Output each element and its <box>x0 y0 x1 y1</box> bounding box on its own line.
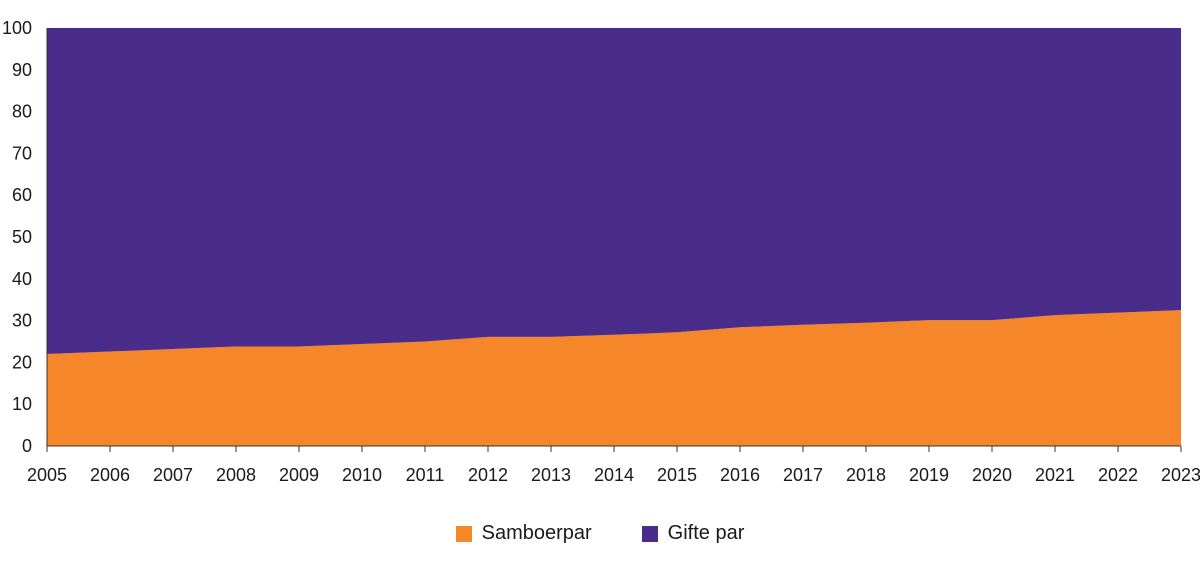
x-tick-label: 2006 <box>90 465 130 485</box>
y-tick-label: 100 <box>2 18 32 38</box>
y-axis-ticks: 0 10 20 30 40 50 60 70 80 90 100 <box>2 18 32 456</box>
legend-label-samboerpar: Samboerpar <box>481 522 592 544</box>
x-tick-label: 2014 <box>594 465 634 485</box>
x-tick-label: 2016 <box>720 465 760 485</box>
x-tick-label: 2019 <box>909 465 949 485</box>
legend-label-gifte-par: Gifte par <box>667 522 745 544</box>
legend-item-samboerpar: Samboerpar <box>455 522 592 545</box>
legend-item-gifte-par: Gifte par <box>641 522 745 545</box>
x-tick-label: 2010 <box>342 465 382 485</box>
x-tick-label: 2011 <box>406 465 445 485</box>
x-tick-label: 2005 <box>27 465 67 485</box>
x-tick-label: 2012 <box>468 465 508 485</box>
x-tick-label: 2009 <box>279 465 319 485</box>
x-tick-label: 2013 <box>531 465 571 485</box>
x-tick-label: 2008 <box>216 465 256 485</box>
x-tick-label: 2020 <box>972 465 1012 485</box>
y-tick-label: 70 <box>12 143 32 163</box>
y-tick-label: 40 <box>12 269 32 289</box>
legend: Samboerpar Gifte par <box>0 522 1200 545</box>
y-tick-label: 90 <box>12 60 32 80</box>
x-tick-label: 2022 <box>1098 465 1138 485</box>
legend-swatch-samboerpar <box>455 525 472 542</box>
x-tick-label: 2015 <box>657 465 697 485</box>
x-tick-label: 2018 <box>846 465 886 485</box>
y-tick-label: 0 <box>22 436 32 456</box>
x-tick-label: 2021 <box>1035 465 1075 485</box>
y-tick-label: 10 <box>12 394 32 414</box>
area-gifte-par <box>47 28 1181 355</box>
x-tick-label: 2017 <box>783 465 823 485</box>
area-samboerpar <box>47 310 1181 446</box>
y-tick-label: 20 <box>12 352 32 372</box>
y-tick-label: 30 <box>12 311 32 331</box>
x-axis-ticks: 2005 2006 2007 2008 2009 2010 2011 2012 2013 2014… <box>27 446 1200 485</box>
y-tick-label: 50 <box>12 227 32 247</box>
legend-swatch-gifte-par <box>641 525 658 542</box>
x-tick-label: 2023 <box>1161 465 1200 485</box>
y-tick-label: 60 <box>12 185 32 205</box>
x-tick-label: 2007 <box>153 465 193 485</box>
y-tick-label: 80 <box>12 102 32 122</box>
areas <box>47 28 1181 446</box>
